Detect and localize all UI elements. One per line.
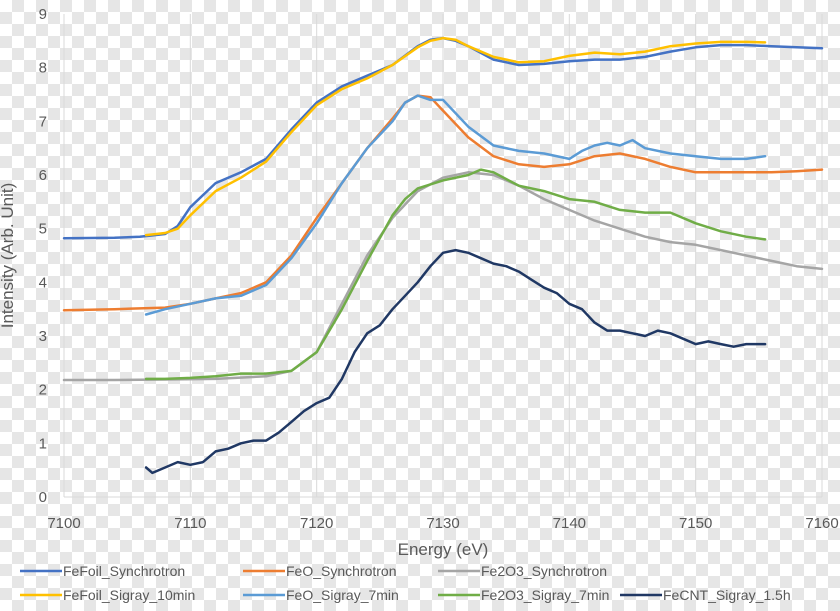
y-tick-label: 8: [39, 60, 47, 77]
legend-item: FeFoil_Sigray_10min: [20, 587, 195, 603]
y-tick-label: 1: [39, 435, 47, 452]
x-tick-label: 7130: [426, 515, 459, 532]
y-tick-label: 2: [39, 382, 47, 399]
legend-item: Fe2O3_Synchrotron: [438, 563, 607, 579]
series-line-fe2o3-sigray-7min: [144, 168, 767, 381]
y-tick-label: 4: [39, 274, 47, 291]
y-tick-label: 0: [39, 489, 47, 506]
series-line-fefoil-sigray-10min: [144, 36, 767, 237]
legend-label: FeO_Synchrotron: [286, 563, 397, 579]
y-axis-title: Intensity (Arb. Unit): [0, 183, 17, 329]
y-tick-label: 7: [39, 113, 47, 130]
x-tick-label: 7110: [174, 515, 206, 532]
legend-label: FeO_Sigray_7min: [286, 587, 399, 603]
legend-item: FeCNT_Sigray_1.5h: [620, 587, 791, 603]
legend-label: Fe2O3_Sigray_7min: [481, 587, 609, 603]
x-axis-title: Energy (eV): [398, 540, 489, 559]
legend-item: FeFoil_Synchrotron: [20, 563, 185, 579]
legend-item: FeO_Synchrotron: [243, 563, 397, 579]
series-line-feo-synchrotron: [62, 94, 824, 312]
x-axis-ticks: 7100 7110 7120 7130 7140 7150 7160: [47, 515, 838, 532]
x-tick-label: 7160: [805, 515, 838, 532]
series-line-fe2o3-synchrotron: [62, 171, 824, 382]
legend-label: FeFoil_Sigray_10min: [63, 587, 195, 603]
y-axis-ticks: 0 1 2 3 4 5 6 7 8 9: [39, 6, 47, 506]
legend-item: Fe2O3_Sigray_7min: [438, 587, 609, 603]
y-tick-label: 5: [39, 221, 47, 238]
x-tick-label: 7150: [679, 515, 712, 532]
y-tick-label: 3: [39, 328, 47, 345]
y-tick-label: 9: [39, 6, 47, 23]
x-tick-label: 7120: [300, 515, 333, 532]
series-lines: [62, 36, 824, 475]
legend-label: Fe2O3_Synchrotron: [481, 563, 607, 579]
series-line-feo-sigray-7min: [144, 94, 767, 316]
legend: FeFoil_Synchrotron FeO_Synchrotron Fe2O3_S…: [20, 563, 791, 603]
x-tick-label: 7100: [47, 515, 80, 532]
legend-label: FeCNT_Sigray_1.5h: [663, 587, 791, 603]
y-tick-label: 6: [39, 167, 47, 184]
legend-item: FeO_Sigray_7min: [243, 587, 399, 603]
series-line-fecnt-sigray-1-5h: [144, 248, 767, 475]
x-tick-label: 7140: [553, 515, 586, 532]
legend-label: FeFoil_Synchrotron: [63, 563, 185, 579]
grid: [63, 14, 823, 498]
